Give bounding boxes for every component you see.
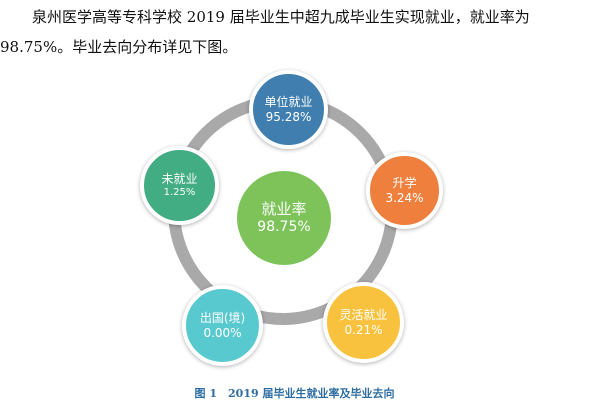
node-value: 3.24%: [385, 190, 424, 205]
node-label: 未就业: [161, 171, 198, 186]
center-label: 就业率: [261, 199, 307, 218]
center-value: 98.75%: [257, 218, 311, 235]
intro-line-2: 98.75%。毕业去向分布详见下图。: [0, 38, 238, 56]
node-value: 95.28%: [265, 109, 312, 124]
node-value: 0.21%: [344, 322, 383, 337]
node-value: 0.00%: [203, 325, 242, 340]
node-label: 灵活就业: [339, 307, 388, 322]
node-label: 升学: [392, 175, 417, 190]
node-further-study: 升学 3.24%: [366, 152, 443, 229]
node-abroad: 出国(境) 0.00%: [182, 285, 263, 366]
node-unit-employment: 单位就业 95.28%: [249, 70, 328, 149]
node-value: 1.25%: [163, 186, 196, 198]
figure-caption: 图 1 2019 届毕业生就业率及毕业去向: [194, 387, 395, 400]
intro-paragraph: 泉州医学高等专科学校 2019 届毕业生中超九成毕业生实现就业，就业率为 98.…: [0, 2, 589, 62]
node-unemployed: 未就业 1.25%: [140, 146, 219, 225]
node-flexible-employment: 灵活就业 0.21%: [323, 282, 404, 363]
intro-line-1: 泉州医学高等专科学校 2019 届毕业生中超九成毕业生实现就业，就业率为: [32, 8, 530, 26]
node-label: 单位就业: [264, 94, 313, 109]
center-employment-rate: 就业率 98.75%: [237, 171, 331, 265]
node-label: 出国(境): [199, 310, 246, 325]
